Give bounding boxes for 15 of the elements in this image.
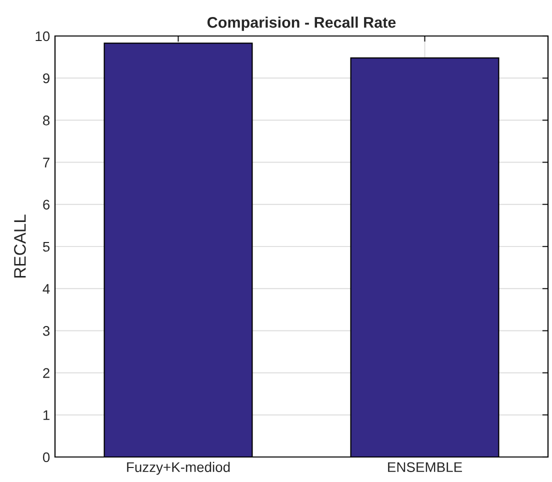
y-tick-label: 4 [42, 284, 50, 294]
x-tick-label: ENSEMBLE [388, 462, 462, 472]
y-tick-label: 2 [43, 368, 50, 378]
y-tick-label: 10 [36, 31, 50, 42]
y-tick-label: 8 [43, 116, 50, 126]
y-tick-label: 0 [42, 452, 50, 462]
x-tick-label: Fuzzy+K-mediod [127, 462, 230, 475]
y-tick-label: 7 [43, 158, 50, 168]
y-axis-title: RECALL [14, 214, 26, 278]
y-tick-label: 3 [42, 326, 50, 336]
y-tick-label: 9 [43, 73, 50, 84]
y-tick-label: 6 [43, 200, 50, 210]
y-tick-label: 1 [43, 410, 50, 420]
chart-title: Comparision - Recall Rate [207, 16, 396, 31]
y-tick-label: 5 [42, 242, 50, 252]
